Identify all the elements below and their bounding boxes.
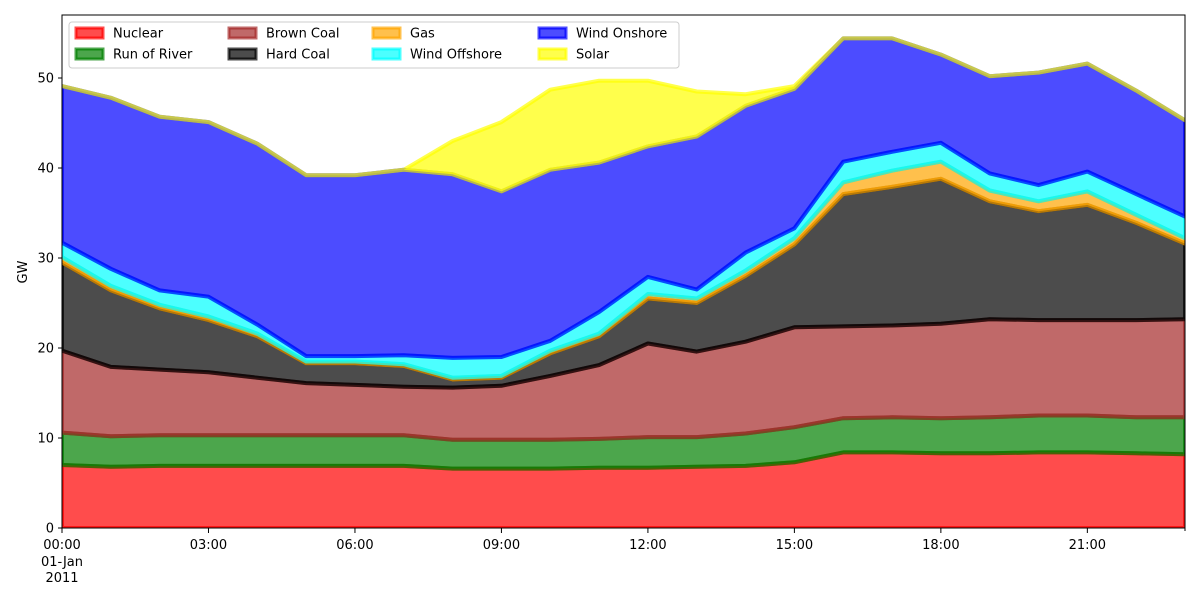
y-tick-label: 10	[37, 432, 54, 447]
legend-item-brown-coal: Brown Coal	[227, 26, 340, 42]
legend-label: Wind Offshore	[410, 48, 502, 63]
x-tick-label: 15:00	[776, 538, 813, 553]
area-solar	[62, 36, 1185, 194]
x-tick-label: 00:00	[43, 538, 80, 553]
y-axis-label: GW	[16, 260, 31, 283]
x-tick-label: 18:00	[922, 538, 959, 553]
legend-swatch	[537, 47, 568, 61]
legend-item-nuclear: Nuclear	[74, 26, 164, 42]
y-tick-label: 0	[46, 522, 54, 537]
legend-item-gas: Gas	[371, 26, 435, 42]
areas-layer	[62, 36, 1185, 528]
legend-item-hard-coal: Hard Coal	[227, 47, 330, 63]
legend-swatch	[74, 47, 105, 61]
legend-item-wind-onshore: Wind Onshore	[537, 26, 667, 42]
legend-label: Hard Coal	[266, 48, 330, 63]
y-tick-label: 30	[37, 252, 54, 267]
legend-label: Gas	[410, 27, 435, 42]
legend-item-wind-offshore: Wind Offshore	[371, 47, 502, 63]
legend-label: Run of River	[113, 48, 193, 63]
y-tick-label: 50	[37, 72, 54, 87]
x-tick-label: 21:00	[1069, 538, 1106, 553]
x-date-label-day: 01-Jan	[41, 555, 83, 570]
x-tick-label: 09:00	[483, 538, 520, 553]
legend-swatch	[227, 26, 258, 40]
x-axis: 00:00 03:00 06:00 09:00 12:00 15:00 18:00 21:00…	[41, 528, 1186, 586]
legend-label: Brown Coal	[266, 27, 340, 42]
legend-swatch	[371, 47, 402, 61]
x-date-label-year: 2011	[45, 571, 78, 586]
legend-swatch	[74, 26, 105, 40]
legend-label: Solar	[576, 48, 610, 63]
legend-swatch	[227, 47, 258, 61]
y-axis: 0 10 20 30 40 50	[37, 72, 62, 537]
legend-box	[68, 21, 680, 69]
y-tick-label: 40	[37, 162, 54, 177]
x-tick-label: 12:00	[629, 538, 666, 553]
legend-label: Nuclear	[113, 27, 164, 42]
axes-frame	[61, 14, 1186, 529]
plot-frame	[61, 14, 1186, 529]
legend-label: Wind Onshore	[576, 27, 667, 42]
legend-swatch	[537, 26, 568, 40]
legend-swatch	[371, 26, 402, 40]
legend: Nuclear Run of River Brown Coal Hard Coal Ga…	[68, 21, 680, 69]
legend-item-solar: Solar	[537, 47, 610, 63]
legend-item-run-of-river: Run of River	[74, 47, 193, 63]
x-tick-label: 06:00	[336, 538, 373, 553]
x-tick-label: 03:00	[190, 538, 227, 553]
y-tick-label: 20	[37, 342, 54, 357]
